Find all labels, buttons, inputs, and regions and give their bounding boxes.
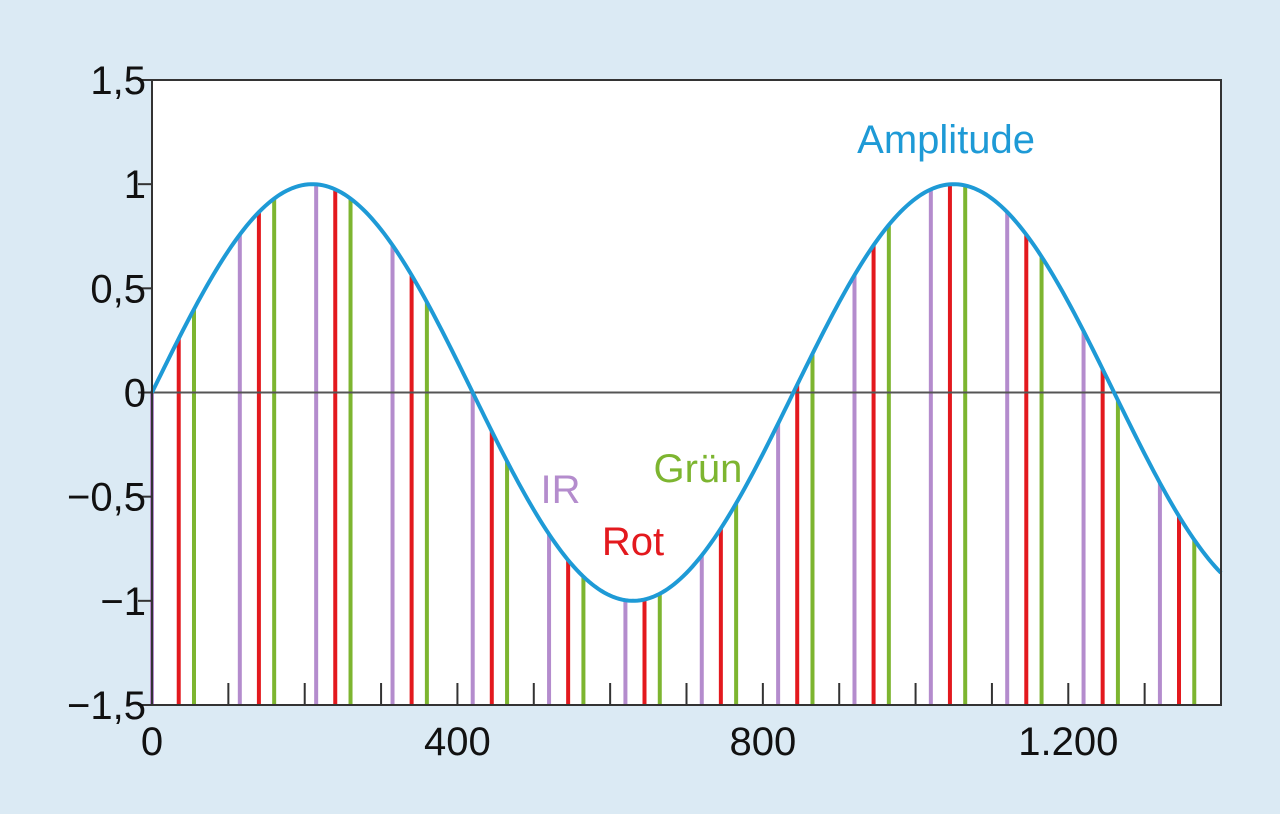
y-tick-label-6: −1,5	[67, 684, 146, 728]
annotation-rot: Rot	[602, 520, 664, 564]
x-tick-label-0: 0	[141, 720, 163, 764]
y-tick-label-3: 0	[124, 372, 146, 416]
y-tick-label-1: 1	[124, 163, 146, 207]
y-tick-label-0: 1,5	[90, 59, 146, 103]
sample-stems	[150, 184, 1197, 705]
y-tick-label-4: −0,5	[67, 476, 146, 520]
annotation-grun: Grün	[653, 447, 742, 491]
annotation-amplitude: Amplitude	[857, 118, 1035, 162]
annotation-ir: IR	[541, 468, 581, 512]
annotations: Amplitude IR Rot Grün	[541, 118, 1036, 564]
x-tick-label-2: 800	[729, 720, 796, 764]
y-axis: 1,5 1 0,5 0 −0,5 −1 −1,5	[67, 59, 152, 728]
series-line-amplitude	[150, 182, 1223, 603]
x-tick-label-3: 1.200	[1018, 720, 1118, 764]
y-tick-label-2: 0,5	[90, 267, 146, 311]
x-tick-label-1: 400	[424, 720, 491, 764]
y-tick-label-5: −1	[100, 580, 146, 624]
x-axis: 0 400 800 1.200	[141, 683, 1146, 764]
